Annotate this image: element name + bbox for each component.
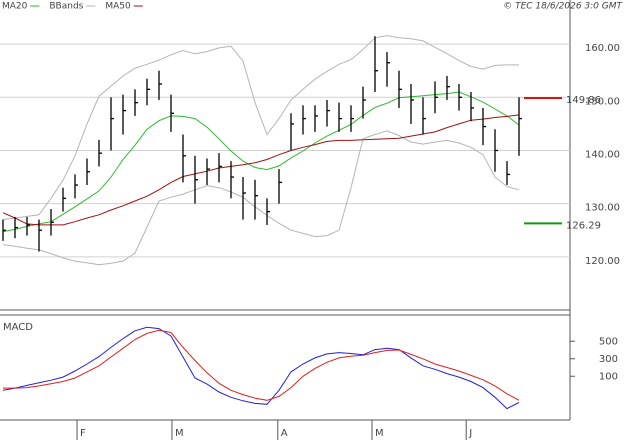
x-tick-label: A — [281, 428, 288, 439]
overlay-line — [2, 91, 520, 233]
overlay-line — [2, 130, 520, 266]
x-tick-label: M — [375, 428, 384, 439]
overlay-line — [2, 35, 519, 221]
level-label: 126.29 — [566, 220, 601, 231]
level-label: 149.86 — [566, 95, 601, 106]
legend-label: BBands — [49, 2, 83, 12]
macd-line — [3, 329, 520, 401]
y-tick-label: 130.00 — [585, 203, 620, 214]
y-tick-label: 160.00 — [585, 43, 620, 54]
copyright: © TEC 18/6/2026 3:0 GMT — [503, 2, 623, 12]
legend-label: MA20 — [2, 2, 28, 12]
y-tick-label: 150.00 — [585, 96, 620, 107]
x-tick-label: F — [80, 428, 86, 439]
y-tick-label: 140.00 — [585, 149, 620, 160]
x-tick-label: J — [468, 428, 472, 439]
macd-tick-label: 100 — [599, 371, 618, 382]
overlay-line — [2, 114, 520, 226]
macd-tick-label: 500 — [599, 336, 618, 347]
x-tick-label: M — [175, 428, 184, 439]
macd-tick-label: 300 — [599, 354, 618, 365]
macd-title: MACD — [3, 322, 33, 333]
legend-label: MA50 — [105, 2, 131, 12]
macd-line — [2, 326, 520, 410]
y-tick-label: 120.00 — [585, 256, 620, 267]
